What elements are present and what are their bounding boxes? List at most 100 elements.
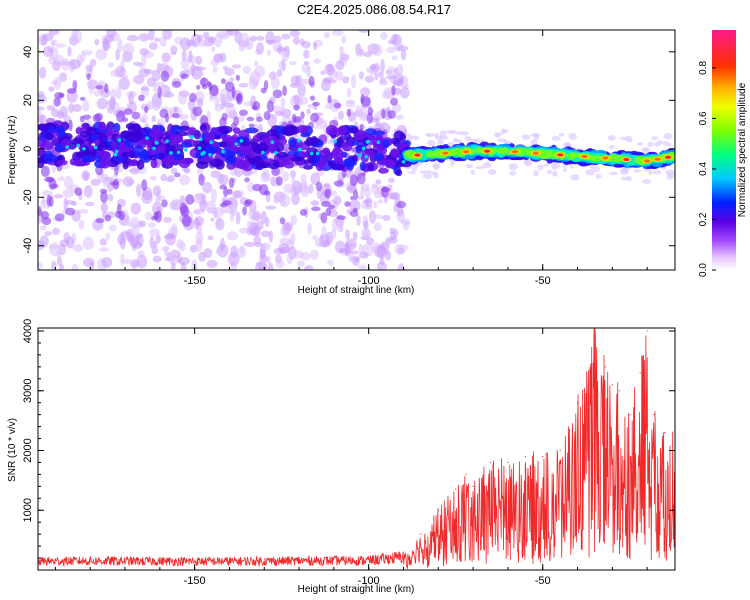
spectrogram-peak (361, 146, 366, 151)
spectrogram-speckle (422, 173, 433, 179)
spectrogram-blob (283, 162, 295, 169)
spectrogram-blob (288, 137, 297, 148)
spectrogram-speckle (86, 73, 91, 80)
spectrogram-speckle (98, 247, 110, 252)
spectrogram-speckle (109, 96, 116, 110)
spectrogram-speckle (66, 236, 75, 249)
spectrogram-speckle (260, 172, 272, 183)
spectrogram-blob (77, 150, 90, 157)
spectrogram-speckle (305, 266, 311, 270)
spectrogram-marks (38, 30, 675, 270)
spectrogram-speckle (148, 228, 161, 237)
spectrogram-speckle (207, 235, 214, 241)
spectrogram-speckle (63, 175, 74, 190)
spectrogram-speckle (153, 240, 158, 249)
spectrogram-speckle (292, 36, 300, 45)
spectrogram-speckle (339, 45, 344, 56)
spectrogram-blob (56, 159, 68, 166)
spectrogram-speckle (308, 75, 315, 87)
spectrogram-hotspot-core (665, 155, 672, 159)
spectrogram-blob (44, 132, 54, 140)
spectrogram-speckle (358, 243, 364, 256)
spectrogram-blob (120, 130, 132, 139)
spectrogram-speckle (419, 170, 428, 174)
spectrogram-speckle (464, 136, 472, 142)
spectrogram-speckle (49, 242, 61, 257)
spectrogram-speckle (237, 115, 245, 122)
spectrogram-speckle (81, 49, 93, 56)
spectrogram-blob (171, 143, 184, 154)
spectrogram-speckle (384, 238, 391, 251)
spectrogram-blob (266, 129, 279, 137)
spectrogram-speckle (274, 35, 282, 43)
spectrogram-peak (152, 146, 156, 151)
spectrogram-speckle (57, 176, 65, 182)
spectrogram-speckle (298, 96, 309, 105)
spectrogram-speckle (180, 58, 190, 70)
spectrogram-speckle (206, 259, 218, 268)
spectrogram-speckle (53, 193, 64, 199)
spectrogram-speckle (238, 44, 245, 52)
spectrogram-speckle (101, 256, 113, 268)
spectrogram-blob (255, 161, 265, 171)
spectrogram-speckle (647, 141, 654, 147)
spectrogram-blob (156, 144, 167, 153)
spectrogram-speckle (291, 192, 300, 206)
spectrogram-speckle (220, 78, 226, 84)
spectrogram-blob (150, 158, 158, 169)
spectrogram-peak (209, 140, 213, 144)
spectrogram-speckle (509, 170, 516, 176)
spectrogram-speckle (357, 264, 368, 270)
spectrogram-speckle (306, 66, 312, 78)
spectrogram-speckle (608, 144, 615, 150)
snr-series-line (38, 328, 675, 569)
spectrogram-speckle (663, 132, 673, 140)
spectrogram-xtick-label: -100 (358, 275, 380, 287)
spectrogram-speckle (225, 104, 237, 119)
spectrogram-speckle (320, 212, 328, 224)
spectrogram-speckle (141, 179, 148, 191)
spectrogram-speckle (79, 115, 85, 123)
spectrogram-blob (589, 155, 603, 162)
snr-point (611, 384, 613, 386)
snr-point (437, 509, 439, 511)
spectrogram-speckle (252, 183, 262, 192)
spectrogram-speckle (39, 67, 47, 79)
spectrogram-blob (169, 134, 183, 145)
spectrogram-peak (117, 138, 122, 142)
spectrogram-speckle (532, 170, 540, 177)
spectrogram-speckle (530, 139, 538, 146)
colorbar-gradient (712, 30, 736, 270)
spectrogram-speckle (77, 208, 89, 214)
spectrogram-speckle (44, 231, 53, 236)
spectrogram-blob (348, 127, 359, 134)
spectrogram-speckle (256, 42, 265, 55)
spectrogram-xlabel: Height of straight line (km) (298, 285, 415, 296)
spectrogram-speckle (194, 66, 207, 71)
spectrogram-speckle (189, 92, 197, 103)
spectrogram-speckle (607, 135, 616, 141)
spectrogram-speckle (657, 140, 663, 145)
spectrogram-speckle (312, 101, 320, 107)
spectrogram-speckle (67, 88, 77, 94)
spectrogram-speckle (307, 222, 312, 235)
spectrogram-speckle (337, 110, 344, 120)
spectrogram-speckle (289, 30, 301, 38)
spectrogram-speckle (50, 183, 59, 189)
spectrogram-blob (218, 141, 228, 148)
spectrogram-speckle (138, 33, 150, 42)
snr-point (646, 330, 648, 332)
spectrogram-blob (341, 141, 353, 152)
spectrogram-speckle (144, 105, 149, 114)
spectrogram-speckle (233, 116, 239, 127)
spectrogram-speckle (59, 106, 69, 118)
spectrogram-speckle (53, 76, 62, 90)
spectrogram-speckle (369, 64, 377, 70)
spectrogram-speckle (177, 92, 188, 105)
spectrogram-speckle (386, 46, 396, 54)
spectrogram-speckle (65, 200, 76, 205)
spectrogram-blob (99, 139, 108, 147)
spectrogram-blob (50, 137, 59, 144)
spectrogram-speckle (265, 216, 270, 228)
